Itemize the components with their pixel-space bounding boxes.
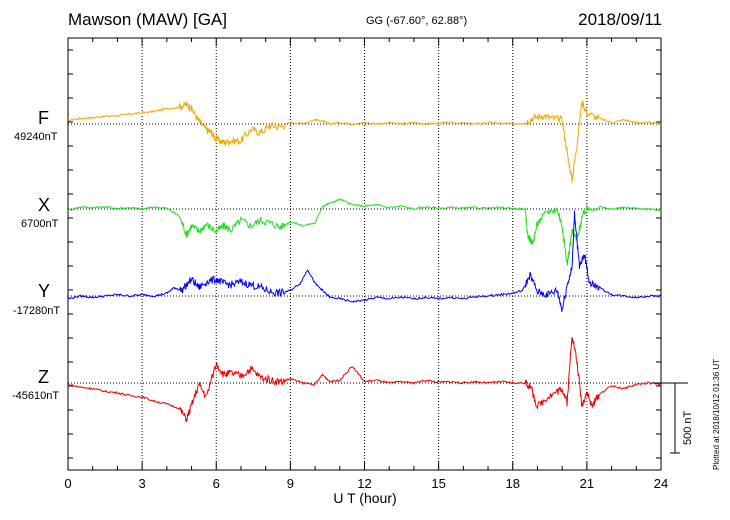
series-line-y <box>67 210 662 312</box>
x-tick-label: 24 <box>654 476 668 491</box>
x-axis-label: U T (hour) <box>333 490 397 506</box>
x-tick-label: 0 <box>64 476 71 491</box>
series-line-f <box>67 100 662 183</box>
x-tick-label: 12 <box>357 476 371 491</box>
x-tick-label: 18 <box>506 476 520 491</box>
x-tick-label: 21 <box>580 476 594 491</box>
series-baseline-z: -45610nT <box>12 390 60 402</box>
scale-bar-label: 500 nT <box>682 410 694 445</box>
series-line-x <box>67 198 662 266</box>
x-tick-label: 6 <box>213 476 220 491</box>
series-label-x: X <box>38 195 51 215</box>
x-tick-label: 3 <box>139 476 146 491</box>
series-label-f: F <box>38 108 49 128</box>
series-baseline-f: 49240nT <box>14 131 58 143</box>
x-tick-label: 15 <box>431 476 445 491</box>
chart-date: 2018/09/11 <box>578 10 662 29</box>
geographic-coords: GG (-67.60°, 62.88°) <box>366 15 468 27</box>
series-baseline-y: -17280nT <box>13 305 61 317</box>
x-tick-label: 9 <box>287 476 294 491</box>
plotted-timestamp: Plotted at 2018/10/12 01:36 UT <box>712 358 721 470</box>
series-label-y: Y <box>38 281 51 301</box>
series-line-z <box>67 337 662 423</box>
series-baseline-x: 6700nT <box>21 218 59 230</box>
station-title: Mawson (MAW) [GA] <box>68 10 227 29</box>
series-label-z: Z <box>38 367 49 387</box>
